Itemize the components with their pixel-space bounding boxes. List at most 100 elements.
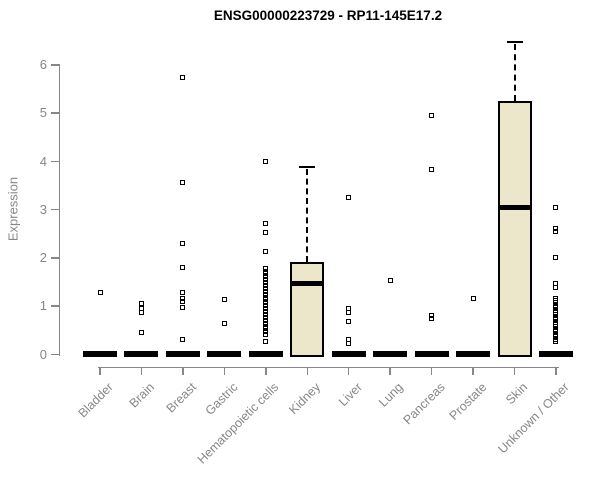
- collapsed-box: [83, 351, 117, 357]
- outlier-point: [263, 230, 269, 236]
- whisker-cap: [299, 165, 316, 169]
- collapsed-box: [538, 351, 573, 357]
- outlier-point: [263, 297, 269, 303]
- y-tick-label: 1: [39, 298, 47, 314]
- collapsed-box: [248, 351, 283, 357]
- whisker-line: [306, 168, 309, 262]
- outlier-point: [263, 320, 269, 326]
- x-axis-tick: [265, 368, 267, 375]
- x-axis-tick: [389, 368, 391, 375]
- outlier-point: [387, 277, 393, 283]
- outlier-point: [180, 336, 186, 342]
- outlier-point: [180, 74, 186, 80]
- outlier-point: [553, 228, 559, 234]
- outlier-point: [180, 264, 186, 270]
- outlier-point: [180, 304, 186, 310]
- collapsed-box: [207, 351, 242, 357]
- outlier-point: [553, 254, 559, 260]
- y-axis-tick: [51, 160, 60, 162]
- outlier-point: [180, 180, 186, 186]
- outlier-point: [263, 309, 269, 315]
- outlier-point: [346, 194, 352, 200]
- y-axis-tick: [51, 305, 60, 307]
- y-tick-label: 4: [39, 153, 47, 169]
- outlier-point: [553, 339, 559, 345]
- collapsed-box: [373, 351, 408, 357]
- x-axis-line: [98, 366, 559, 368]
- outlier-point: [263, 268, 269, 274]
- collapsed-box: [331, 351, 366, 357]
- collapsed-box: [124, 351, 159, 357]
- x-axis-tick: [347, 368, 350, 375]
- category-label: Kidney: [286, 380, 324, 417]
- category-label: Prostate: [446, 380, 489, 423]
- box: [497, 100, 532, 357]
- x-axis-tick: [140, 368, 143, 375]
- x-axis-tick: [306, 368, 308, 375]
- median-line: [290, 280, 325, 286]
- outlier-point: [138, 330, 144, 336]
- y-tick-label: 5: [39, 105, 47, 121]
- outlier-point: [263, 265, 269, 271]
- chart-title: ENSG00000223729 - RP11-145E17.2: [213, 8, 443, 23]
- y-tick-label: 2: [39, 250, 47, 265]
- outlier-point: [263, 323, 269, 329]
- y-axis-tick: [51, 112, 60, 114]
- collapsed-box: [414, 351, 449, 357]
- outlier-point: [97, 289, 103, 295]
- outlier-point: [263, 317, 269, 323]
- outlier-point: [263, 249, 269, 255]
- outlier-point: [263, 326, 269, 332]
- outlier-point: [263, 291, 269, 297]
- outlier-point: [263, 339, 269, 345]
- outlier-point: [346, 310, 352, 316]
- outlier-point: [429, 112, 435, 118]
- x-axis-tick: [555, 368, 557, 375]
- whisker-line: [513, 43, 516, 101]
- category-label: Breast: [163, 380, 199, 416]
- y-tick-label: 0: [39, 346, 47, 362]
- outlier-point: [263, 311, 269, 317]
- outlier-point: [263, 294, 269, 300]
- outlier-point: [346, 336, 352, 342]
- x-axis-tick: [223, 368, 226, 375]
- outlier-point: [263, 303, 269, 309]
- y-axis-tick: [51, 64, 60, 66]
- outlier-point: [346, 341, 352, 347]
- outlier-point: [429, 312, 435, 318]
- category-label: Pancreas: [400, 380, 448, 428]
- x-axis-tick: [472, 368, 474, 375]
- y-axis-tick: [51, 208, 60, 211]
- box: [290, 261, 325, 357]
- outlier-point: [180, 240, 186, 246]
- category-label: Gastric: [202, 380, 241, 418]
- category-label: Bladder: [75, 380, 116, 421]
- outlier-point: [180, 299, 186, 305]
- outlier-point: [263, 280, 269, 286]
- outlier-point: [263, 221, 269, 227]
- x-axis-tick: [430, 368, 433, 375]
- outlier-point: [470, 295, 476, 301]
- category-label: Liver: [335, 380, 365, 410]
- outlier-point: [263, 288, 269, 294]
- outlier-point: [263, 329, 269, 335]
- outlier-point: [263, 271, 269, 277]
- median-line: [497, 205, 532, 211]
- x-axis-tick: [182, 368, 184, 375]
- outlier-point: [180, 289, 186, 295]
- outlier-point: [429, 315, 435, 321]
- outlier-point: [429, 166, 435, 172]
- outlier-point: [138, 309, 144, 315]
- y-tick-label: 6: [39, 57, 47, 72]
- outlier-point: [263, 306, 269, 312]
- outlier-point: [346, 305, 352, 311]
- outlier-point: [346, 318, 352, 324]
- outlier-point: [263, 332, 269, 338]
- collapsed-box: [456, 351, 491, 357]
- outlier-point: [263, 314, 269, 320]
- outlier-point: [263, 159, 269, 165]
- outlier-point: [263, 282, 269, 288]
- category-label: Lung: [376, 380, 407, 410]
- x-axis-tick: [99, 368, 101, 375]
